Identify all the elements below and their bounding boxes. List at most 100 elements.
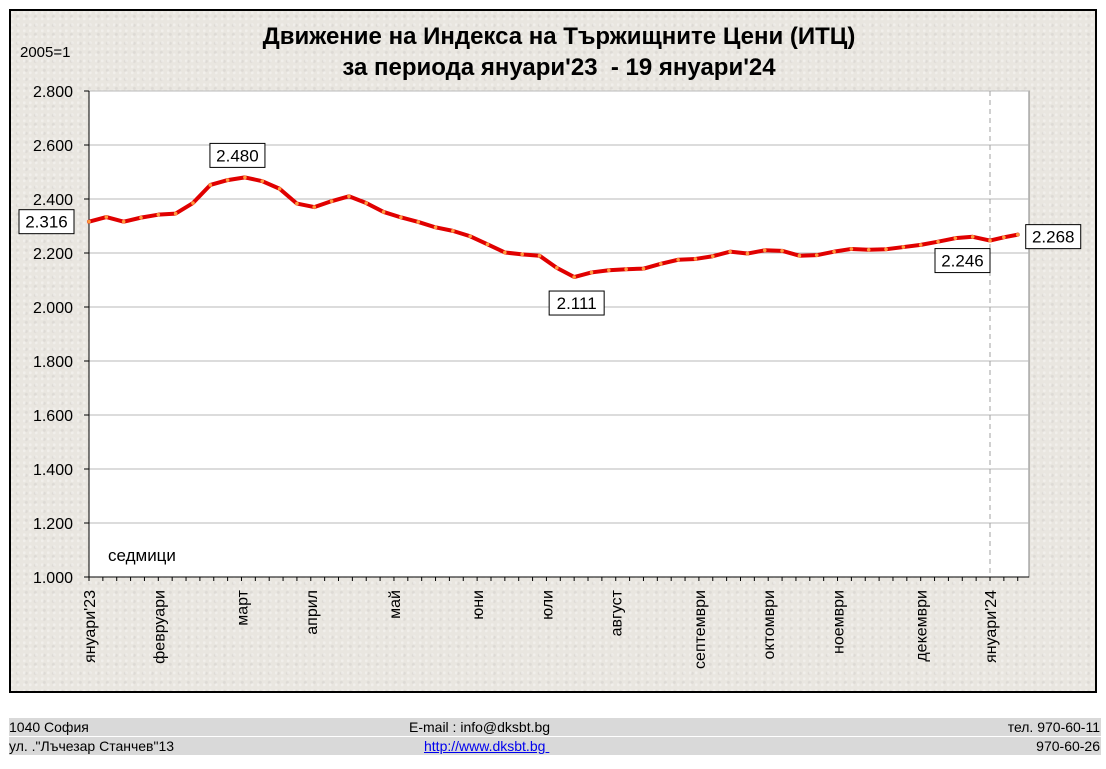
data-point <box>173 211 178 216</box>
data-label: 2.268 <box>1032 228 1075 247</box>
data-point <box>87 219 91 224</box>
data-point <box>641 266 646 271</box>
y-tick-label: 1.800 <box>33 354 73 371</box>
data-point <box>399 215 403 220</box>
x-axis: януари'23 февруари март април май юни юли авгус… <box>82 576 1029 669</box>
data-point <box>503 250 507 255</box>
data-point <box>433 225 438 230</box>
data-point <box>953 236 958 240</box>
y-tick-label: 2.600 <box>33 138 73 155</box>
footer-row-2: ул. ."Лъчезар Станчев"13 http://www.dksb… <box>9 737 1101 755</box>
data-point <box>1015 232 1020 237</box>
data-point <box>832 249 836 254</box>
data-point <box>243 175 247 180</box>
footer-website-link[interactable]: http://www.dksbt.bg <box>424 738 550 754</box>
data-point <box>451 229 455 233</box>
y-tick-label: 1.600 <box>33 408 73 425</box>
data-point <box>121 219 126 224</box>
chart-subtitle: за периода януари'23 - 19 януари'24 <box>342 54 776 81</box>
data-point <box>624 267 628 272</box>
data-point <box>901 245 906 249</box>
data-label-box <box>209 142 266 168</box>
footer-phone-1: тел. 970-60-11 <box>1007 719 1100 735</box>
data-point <box>225 178 230 182</box>
data-point <box>780 249 784 253</box>
data-point <box>762 248 767 253</box>
unit-label: 2005=1 <box>20 44 70 61</box>
chart-title: Движение на Индекса на Тържищните Цени (… <box>263 23 856 50</box>
data-label-box <box>548 290 605 316</box>
data-point <box>589 270 594 275</box>
x-month-label: януари'24 <box>983 590 1000 663</box>
y-tick-label: 1.200 <box>33 516 73 533</box>
data-point <box>139 215 143 220</box>
data-point <box>970 235 975 239</box>
y-tick-label: 1.000 <box>33 570 73 587</box>
x-month-label: септември <box>692 590 709 669</box>
footer-address-city: 1040 София <box>9 719 89 735</box>
data-point <box>936 239 940 244</box>
data-point <box>104 215 109 219</box>
data-point <box>347 194 351 199</box>
data-point <box>208 183 213 187</box>
data-point <box>295 201 299 206</box>
data-label-box <box>1025 224 1082 250</box>
data-label: 2.316 <box>25 213 68 232</box>
footer-address-street: ул. ."Лъчезар Станчев"13 <box>9 738 175 754</box>
x-month-label: юли <box>539 590 556 620</box>
x-month-label: октомври <box>761 590 778 659</box>
data-point <box>485 242 490 247</box>
data-point <box>814 253 819 257</box>
x-axis-label: седмици <box>108 546 176 565</box>
data-point <box>191 201 195 205</box>
x-month-label: февруари <box>151 590 168 664</box>
data-point <box>866 247 871 252</box>
footer-phone-2: 970-60-26 <box>1036 738 1100 754</box>
x-month-label: декември <box>914 590 931 662</box>
x-month-label: юни <box>470 590 487 620</box>
y-tick-label: 2.800 <box>33 84 73 101</box>
footer-row-1: 1040 София E-mail : info@dksbt.bg тел. 9… <box>9 718 1101 736</box>
data-point <box>710 254 715 259</box>
data-point <box>607 268 611 273</box>
y-tick-label: 2.200 <box>33 246 73 263</box>
data-point <box>277 186 282 191</box>
data-point <box>728 249 732 254</box>
x-month-label: август <box>609 589 626 636</box>
data-point <box>416 220 421 224</box>
data-point <box>693 257 698 261</box>
data-point <box>849 247 854 251</box>
x-month-label: ноември <box>831 590 848 654</box>
data-point <box>988 238 992 243</box>
data-point <box>468 234 472 239</box>
data-point <box>520 252 524 257</box>
data-point <box>381 210 386 214</box>
data-point <box>537 253 542 258</box>
data-point <box>156 212 161 217</box>
x-month-label: април <box>304 590 321 635</box>
data-point <box>658 262 663 266</box>
x-month-label: март <box>234 589 251 625</box>
data-point <box>364 201 369 205</box>
data-point <box>745 251 750 256</box>
data-label: 2.246 <box>941 252 984 271</box>
y-axis: 1.000 1.200 1.400 1.600 1.800 2.000 2.200 2.400… <box>33 84 90 587</box>
data-point <box>884 247 888 252</box>
y-tick-label: 1.400 <box>33 462 73 479</box>
data-point <box>260 179 265 183</box>
footer-email[interactable]: E-mail : info@dksbt.bg <box>409 719 551 735</box>
series-itc <box>87 175 1020 280</box>
data-label: 2.111 <box>557 294 597 313</box>
data-point <box>329 199 334 203</box>
data-point <box>797 253 802 258</box>
y-tick-label: 2.000 <box>33 300 73 317</box>
data-label-box <box>934 248 991 274</box>
data-point <box>312 205 317 209</box>
data-point <box>676 257 680 262</box>
data-point <box>572 275 576 279</box>
data-label: 2.480 <box>216 146 259 165</box>
data-point <box>555 266 559 270</box>
x-month-label: януари'23 <box>82 590 99 663</box>
x-month-label: май <box>387 590 404 619</box>
